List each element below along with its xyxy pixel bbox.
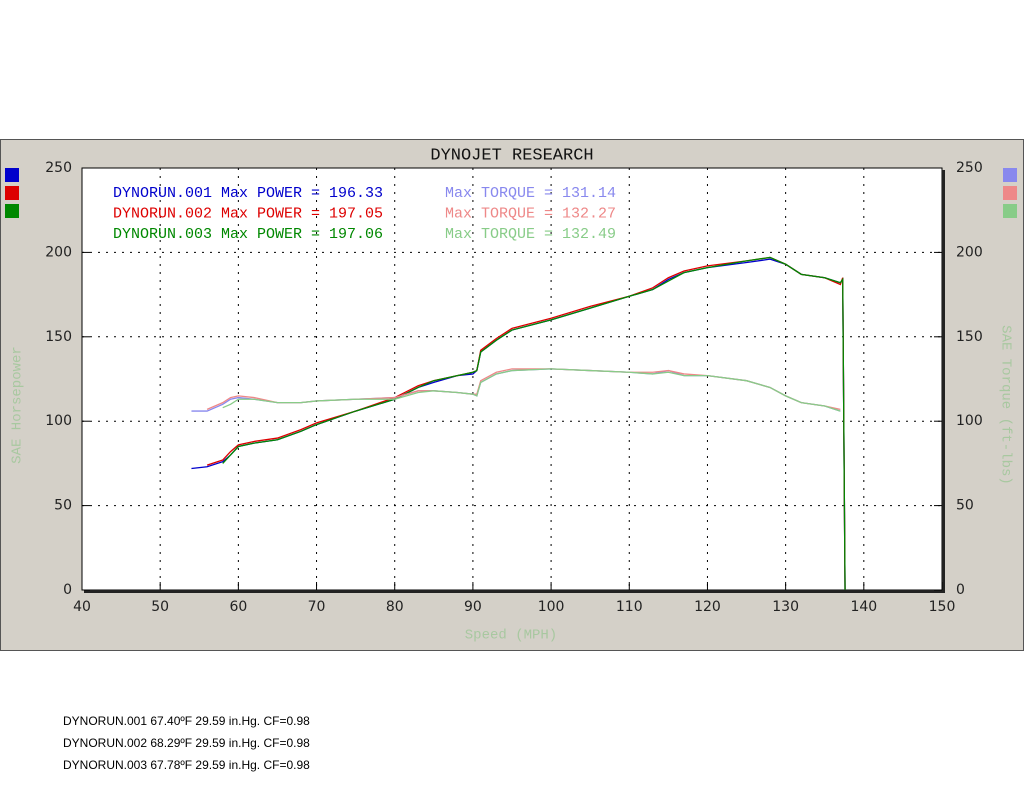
y-tick-label: 50 (54, 498, 72, 514)
footnote: DYNORUN.003 67.78ºF 29.59 in.Hg. CF=0.98 (63, 758, 310, 772)
legend-swatch (5, 168, 19, 182)
annotation: Max TORQUE = 132.49 (445, 226, 616, 243)
y-axis-label: SAE Horsepower (10, 346, 26, 464)
y-tick-label: 250 (45, 160, 72, 176)
plot-shadow (942, 170, 945, 592)
x-tick-label: 50 (151, 599, 169, 615)
legend-swatch (5, 204, 19, 218)
data-line (222, 368, 841, 412)
y2-tick-label: 250 (956, 160, 983, 176)
x-axis-label: Speed (MPH) (465, 628, 557, 644)
plot-shadow (84, 590, 945, 593)
annotation: DYNORUN.002 Max POWER = 197.05 (113, 205, 383, 222)
legend-swatch (1003, 168, 1017, 182)
legend-swatch (1003, 186, 1017, 200)
x-tick-label: 90 (464, 599, 482, 615)
x-tick-label: 130 (772, 599, 799, 615)
x-tick-label: 40 (73, 599, 91, 615)
x-tick-label: 140 (850, 599, 877, 615)
data-line (222, 256, 846, 591)
x-tick-label: 120 (694, 599, 721, 615)
y-tick-label: 100 (45, 413, 72, 429)
y2-tick-label: 100 (956, 413, 983, 429)
annotation: DYNORUN.003 Max POWER = 197.06 (113, 226, 383, 243)
x-tick-label: 70 (308, 599, 326, 615)
annotation: Max TORQUE = 131.14 (445, 185, 616, 202)
plot-area (81, 167, 943, 591)
y-tick-label: 200 (45, 244, 72, 260)
legend-swatch (5, 186, 19, 200)
y2-axis-label: SAE Torque (ft-lbs) (997, 325, 1013, 485)
x-tick-label: 60 (229, 599, 247, 615)
y-tick-label: 150 (45, 329, 72, 345)
y2-tick-label: 150 (956, 329, 983, 345)
legend-swatch (1003, 204, 1017, 218)
annotation: DYNORUN.001 Max POWER = 196.33 (113, 185, 383, 202)
y2-tick-label: 50 (956, 498, 974, 514)
annotation: Max TORQUE = 132.27 (445, 205, 616, 222)
footnote: DYNORUN.002 68.29ºF 29.59 in.Hg. CF=0.98 (63, 736, 310, 750)
y2-tick-label: 200 (956, 244, 983, 260)
footnote: DYNORUN.001 67.40ºF 29.59 in.Hg. CF=0.98 (63, 714, 310, 728)
x-tick-label: 110 (616, 599, 643, 615)
x-tick-label: 80 (386, 599, 404, 615)
x-tick-label: 100 (538, 599, 565, 615)
chart-title: DYNOJET RESEARCH (430, 146, 593, 165)
y-tick-label: 0 (63, 582, 72, 598)
x-tick-label: 150 (929, 599, 956, 615)
y2-tick-label: 0 (956, 582, 965, 598)
